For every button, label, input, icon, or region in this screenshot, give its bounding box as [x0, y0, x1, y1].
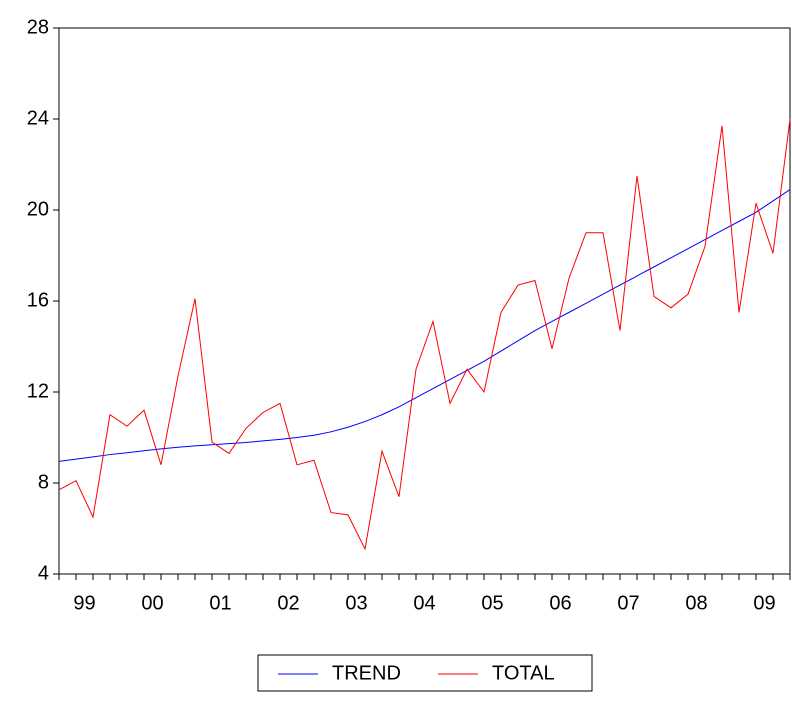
- series-line: [58, 189, 791, 462]
- x-tick-label: 07: [617, 592, 639, 614]
- x-tick-label: 02: [277, 592, 299, 614]
- legend-label: TREND: [332, 662, 401, 684]
- x-tick-label: 00: [141, 592, 163, 614]
- x-tick-label: 05: [481, 592, 503, 614]
- x-tick-label: 09: [753, 592, 775, 614]
- y-tick-label: 4: [38, 562, 49, 584]
- series-line: [58, 118, 791, 551]
- y-tick-label: 28: [27, 16, 49, 38]
- y-tick-label: 12: [27, 380, 49, 402]
- plot-frame: [58, 27, 791, 575]
- y-tick-label: 24: [27, 107, 49, 129]
- x-tick-label: 08: [685, 592, 707, 614]
- legend-box: [257, 654, 593, 692]
- legend-label: TOTAL: [492, 662, 555, 684]
- x-tick-label: 06: [549, 592, 571, 614]
- y-tick-label: 8: [38, 471, 49, 493]
- y-tick-label: 20: [27, 198, 49, 220]
- x-tick-label: 99: [73, 592, 95, 614]
- x-tick-label: 04: [413, 592, 435, 614]
- x-tick-label: 01: [209, 592, 231, 614]
- y-tick-label: 16: [27, 289, 49, 311]
- x-tick-label: 03: [345, 592, 367, 614]
